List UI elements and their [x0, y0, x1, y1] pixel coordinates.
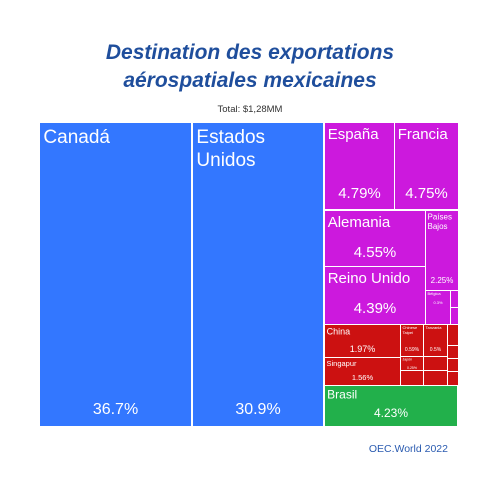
tile-value-espana: 4.79% [338, 185, 381, 202]
tile-value-reino-unido: 4.39% [354, 300, 397, 317]
treemap-tile-small-2[interactable] [451, 308, 458, 324]
tile-value-alemania: 4.55% [354, 244, 397, 261]
treemap-tile-brasil[interactable] [325, 386, 457, 426]
tile-value-belgica: 0.3% [433, 300, 443, 305]
tile-label-brasil: Brasil [327, 388, 357, 402]
tile-label-estados-unidos-1: Estados [196, 127, 265, 148]
treemap-tile-singapur[interactable] [325, 358, 400, 385]
tile-label-estados-unidos-2: Unidos [196, 150, 255, 171]
treemap-tile-small-1[interactable] [451, 291, 458, 307]
source-label: OEC.World 2022 [368, 443, 448, 455]
treemap-tile-small-3[interactable] [448, 325, 458, 345]
tile-label-tanzania: Tanzania [426, 325, 443, 330]
chart-subtitle: Total: $1,28MM [217, 104, 283, 115]
tile-label-chinese-taipei-2: Taipei [403, 330, 414, 335]
chart-title-line-1: Destination des exportations [105, 41, 395, 64]
tile-value-chinese-taipei: 0.59% [405, 347, 420, 353]
tile-value-china: 1.97% [350, 344, 376, 354]
tile-value-canada: 36.7% [93, 401, 138, 418]
treemap-tile-espana[interactable] [325, 123, 394, 209]
tile-label-singapur: Singapur [327, 359, 358, 368]
treemap-tile-small-8[interactable] [448, 359, 458, 371]
treemap-tile-belgica[interactable] [426, 291, 450, 324]
tile-label-reino-unido: Reino Unido [328, 270, 411, 287]
tile-label-paises-bajos-2: Bajos [428, 222, 448, 231]
treemap-tile-alemania[interactable] [325, 211, 425, 266]
tile-label-paises-bajos-1: Países [428, 212, 452, 221]
tile-value-brasil: 4.23% [374, 406, 408, 420]
treemap-tile-small-6[interactable] [401, 371, 423, 385]
treemap-tile-paises-bajos[interactable] [426, 211, 458, 290]
treemap-tile-small-5[interactable] [424, 357, 447, 370]
treemap-tile-chinese-taipei[interactable] [401, 325, 423, 356]
chart-title-line-2: aérospatiales mexicaines [123, 69, 377, 92]
treemap-tile-japon[interactable] [401, 357, 423, 370]
tile-label-china: China [327, 326, 351, 336]
tile-value-singapur: 1.56% [352, 373, 374, 382]
tile-value-japon: 0.25% [407, 366, 417, 370]
tile-value-paises-bajos: 2.25% [431, 276, 454, 285]
treemap-tile-china[interactable] [325, 325, 400, 357]
tile-label-canada: Canadá [43, 127, 110, 148]
treemap-tile-canada[interactable] [40, 123, 191, 426]
treemap-tile-tanzania[interactable] [424, 325, 447, 356]
tile-value-estados-unidos: 30.9% [235, 401, 280, 418]
tile-label-alemania: Alemania [328, 214, 391, 231]
treemap-tile-estados-unidos[interactable] [193, 123, 323, 426]
treemap-tile-small-7[interactable] [424, 371, 447, 385]
tile-label-belgica: Bélgica [428, 291, 442, 296]
treemap-tile-francia[interactable] [395, 123, 458, 209]
tile-label-francia: Francia [398, 126, 449, 143]
tile-value-tanzania: 0.5% [430, 347, 442, 353]
tile-label-japon: Japón [403, 358, 413, 362]
tile-value-francia: 4.75% [405, 185, 448, 202]
tile-label-espana: España [328, 126, 380, 143]
treemap-tile-reino-unido[interactable] [325, 267, 425, 324]
tile-label-chinese-taipei-1: Chinese [403, 325, 418, 330]
treemap-tile-small-4[interactable] [448, 346, 458, 358]
treemap-tile-small-9[interactable] [448, 372, 458, 385]
